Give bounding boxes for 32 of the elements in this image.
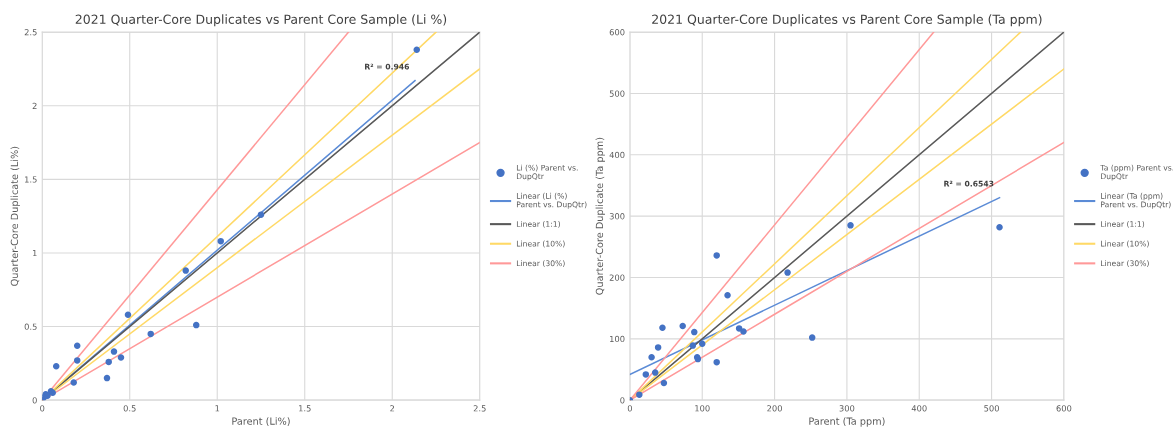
x-tick-label: 500 [984, 405, 999, 412]
y-tick-label: 400 [609, 151, 625, 159]
chart-title: 2021 Quarter-Core Duplicates vs Parent Core Sample (Li %) [75, 14, 447, 27]
y-tick-label: 100 [610, 335, 625, 343]
y-tick-label: 0 [620, 397, 625, 404]
y-axis-title: Quarter-Core Duplicate (Li%) [10, 146, 20, 286]
y-tick-label: 200 [609, 274, 625, 281]
x-tick-label: 2.5 [473, 405, 486, 412]
x-tick-label: 0.5 [123, 405, 136, 412]
x-tick-label: 100 [695, 405, 710, 412]
x-tick-label: 0 [40, 405, 45, 412]
y-tick-label: 300 [609, 213, 625, 220]
x-tick-label: 400 [911, 405, 927, 412]
y-axis-title: Quarter-Core Duplicate (Ta ppm) [595, 137, 605, 295]
y-tick-label: 1 [32, 250, 37, 257]
x-tick-label: 300 [839, 405, 855, 412]
x-tick-label: 200 [767, 405, 782, 412]
x-tick-label: 0 [627, 405, 632, 412]
y-tick-label: 600 [609, 29, 625, 36]
x-tick-label: 2 [390, 405, 395, 412]
x-tick-label: 1 [215, 405, 220, 412]
y-tick-label: 2 [32, 102, 37, 109]
y-tick-label: 1.5 [25, 176, 37, 183]
y-tick-label: 0.5 [24, 323, 37, 330]
chart-title: 2021 Quarter-Core Duplicates vs Parent Core Sample (Ta ppm) [652, 14, 1042, 27]
y-tick-label: 500 [609, 90, 625, 97]
x-tick-label: 1.5 [299, 405, 311, 412]
y-tick-label: 2.5 [24, 29, 37, 36]
y-tick-label: 0 [32, 397, 37, 404]
x-axis-title: Parent (Li%) [232, 417, 290, 426]
x-tick-label: 600 [1056, 405, 1072, 412]
x-axis-title: Parent (Ta ppm) [809, 417, 885, 427]
